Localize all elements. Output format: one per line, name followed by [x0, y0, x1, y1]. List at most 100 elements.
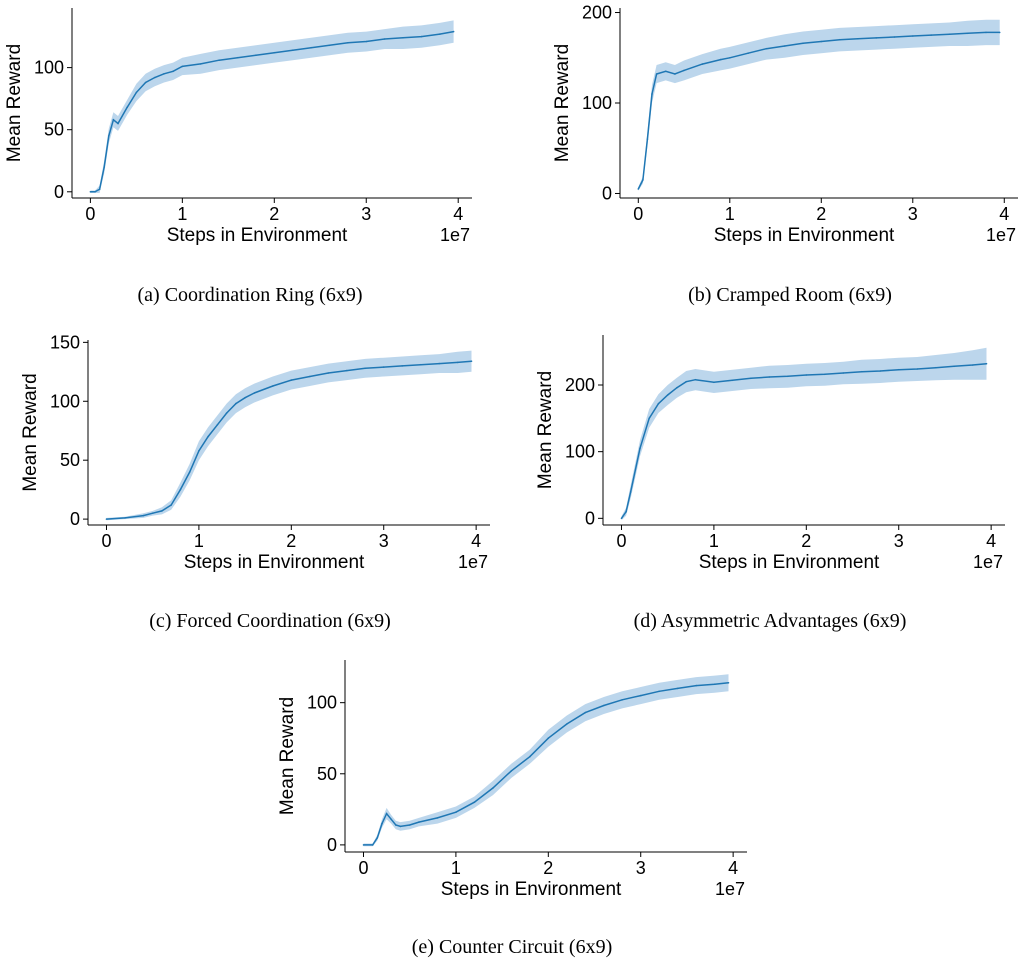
x-tick-label: 2: [801, 531, 811, 551]
data-point: [328, 44, 331, 47]
confidence-band: [363, 674, 729, 847]
y-axis-label: Mean Reward: [4, 44, 25, 162]
data-point: [713, 683, 716, 685]
y-tick-label: 200: [582, 3, 612, 23]
data-point: [126, 106, 128, 109]
confidence-band: [106, 350, 472, 521]
data-point: [674, 73, 676, 75]
data-point: [473, 801, 476, 803]
data-point: [438, 362, 441, 365]
data-point: [998, 31, 1001, 34]
data-point: [492, 787, 494, 789]
data-point: [750, 377, 752, 380]
data-point: [170, 504, 172, 506]
data-point: [390, 818, 392, 821]
data-point: [893, 36, 896, 38]
data-point: [347, 42, 349, 44]
x-tick-label: 4: [986, 531, 996, 551]
x-scale-label: 1e7: [973, 552, 1003, 572]
data-point: [382, 366, 385, 368]
data-point: [657, 402, 660, 405]
data-point: [402, 37, 404, 39]
data-point: [621, 699, 623, 701]
data-point: [664, 70, 667, 73]
data-point: [103, 166, 105, 168]
data-point: [98, 188, 101, 191]
x-tick-label: 0: [633, 204, 643, 224]
chart-svg-d: 0 1 2 3 4 0 100 200 Steps in Environment 1e7 Mean …: [535, 335, 1005, 573]
data-point: [94, 191, 96, 193]
data-point: [620, 517, 623, 520]
y-tick-label: 200: [565, 375, 595, 395]
x-tick-label: 0: [358, 858, 368, 878]
data-point: [244, 396, 246, 399]
chart-panel-b: 0 1 2 3 4 0 100 200 Steps in Environment 1e7 Mean …: [510, 0, 1023, 250]
data-point: [172, 70, 174, 73]
x-tick-label: 1: [451, 858, 461, 878]
confidence-band: [90, 20, 454, 194]
data-point: [385, 812, 388, 815]
data-point: [309, 375, 311, 378]
y-tick-label: 50: [60, 450, 80, 470]
data-point: [124, 517, 126, 519]
data-point: [151, 512, 154, 514]
data-point: [510, 770, 513, 772]
x-axis-label: Steps in Environment: [441, 879, 622, 900]
data-point: [953, 365, 955, 368]
x-scale-label: 1e7: [715, 879, 745, 899]
x-scale-label: 1e7: [440, 225, 470, 245]
data-point: [291, 49, 294, 51]
data-point: [642, 179, 644, 181]
x-axis-label: Steps in Environment: [184, 552, 365, 573]
data-point: [346, 369, 348, 372]
data-point: [676, 386, 678, 389]
mean-reward-line: [637, 31, 1000, 190]
data-point: [188, 471, 191, 473]
x-tick-label: 4: [728, 858, 738, 878]
y-axis-label: Mean Reward: [277, 697, 298, 815]
data-point: [154, 76, 156, 79]
x-tick-label: 2: [543, 858, 553, 878]
data-point: [824, 373, 826, 376]
data-point: [135, 91, 138, 94]
y-tick-label: 100: [582, 93, 612, 113]
y-tick-label: 0: [70, 509, 80, 529]
y-tick-label: 50: [44, 120, 64, 140]
chart-panel-e: 0 1 2 3 4 0 50 100 Steps in Environment 1e7 Mean R…: [255, 650, 765, 910]
data-point: [731, 379, 734, 382]
y-tick-label: 0: [54, 182, 64, 202]
data-point: [719, 58, 722, 61]
data-point: [144, 81, 147, 84]
data-point: [879, 370, 881, 372]
y-tick-label: 0: [327, 835, 337, 855]
y-tick-label: 100: [34, 58, 64, 78]
data-point: [695, 684, 697, 687]
data-point: [225, 412, 228, 414]
caption-e: (e) Counter Circuit (6x9): [411, 936, 613, 958]
x-tick-label: 1: [194, 531, 204, 551]
data-point: [566, 723, 568, 725]
x-tick-label: 3: [908, 204, 918, 224]
data-point: [452, 30, 455, 33]
data-point: [897, 368, 900, 371]
x-tick-label: 3: [379, 531, 389, 551]
data-point: [676, 687, 679, 690]
data-point: [934, 366, 937, 369]
data-point: [842, 372, 845, 374]
data-point: [216, 424, 219, 426]
data-point: [966, 32, 969, 35]
data-point: [418, 821, 420, 823]
data-point: [637, 188, 640, 190]
chart-panel-c: 0 1 2 3 4 0 50 100 150 Steps in Environment 1e7 Mea…: [0, 325, 500, 585]
data-point: [838, 38, 841, 41]
chart-svg-c: 0 1 2 3 4 0 50 100 150 Steps in Environment 1e7 Mea…: [20, 332, 490, 573]
data-point: [290, 379, 293, 381]
data-point: [625, 510, 627, 513]
data-point: [729, 57, 731, 59]
data-point: [651, 93, 653, 95]
data-point: [683, 69, 685, 72]
data-point: [948, 33, 951, 35]
x-axis-label: Steps in Environment: [714, 225, 895, 246]
y-axis-label: Mean Reward: [552, 44, 573, 162]
data-point: [362, 844, 365, 846]
